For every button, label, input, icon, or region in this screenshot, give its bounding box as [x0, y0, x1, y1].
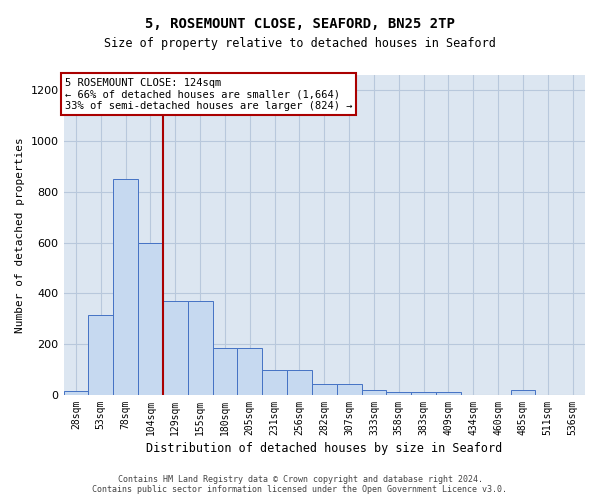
Text: 5 ROSEMOUNT CLOSE: 124sqm
← 66% of detached houses are smaller (1,664)
33% of se: 5 ROSEMOUNT CLOSE: 124sqm ← 66% of detac…	[65, 78, 352, 110]
Bar	[64, 391, 88, 395]
Bar	[238, 348, 262, 395]
Bar	[212, 348, 238, 395]
Bar	[88, 315, 113, 395]
X-axis label: Distribution of detached houses by size in Seaford: Distribution of detached houses by size …	[146, 442, 502, 455]
Y-axis label: Number of detached properties: Number of detached properties	[15, 137, 25, 333]
Bar	[312, 384, 337, 395]
Bar	[436, 392, 461, 395]
Bar	[113, 179, 138, 395]
Bar	[411, 392, 436, 395]
Bar	[386, 392, 411, 395]
Bar	[511, 390, 535, 395]
Bar	[138, 242, 163, 395]
Text: 5, ROSEMOUNT CLOSE, SEAFORD, BN25 2TP: 5, ROSEMOUNT CLOSE, SEAFORD, BN25 2TP	[145, 18, 455, 32]
Bar	[287, 370, 312, 395]
Bar	[262, 370, 287, 395]
Bar	[362, 390, 386, 395]
Bar	[163, 301, 188, 395]
Text: Contains HM Land Registry data © Crown copyright and database right 2024.
Contai: Contains HM Land Registry data © Crown c…	[92, 474, 508, 494]
Bar	[188, 301, 212, 395]
Text: Size of property relative to detached houses in Seaford: Size of property relative to detached ho…	[104, 38, 496, 51]
Bar	[337, 384, 362, 395]
